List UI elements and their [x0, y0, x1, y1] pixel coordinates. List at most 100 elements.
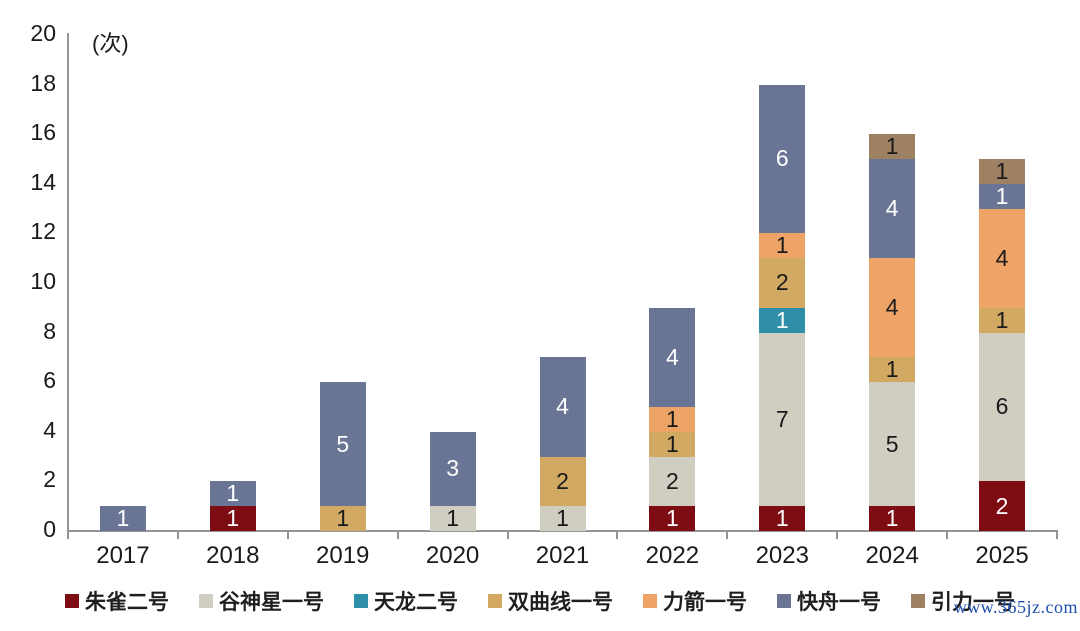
legend-item-朱雀二号: 朱雀二号: [65, 586, 169, 616]
bar-segment-value: 1: [226, 481, 240, 507]
bar-segment-力箭一号: 4: [869, 258, 916, 358]
bar-segment-value: 2: [665, 467, 679, 494]
bar-segment-朱雀二号: 1: [649, 506, 696, 531]
bar-segment-谷神星一号: 2: [649, 456, 696, 507]
bar-segment-引力一号: 1: [869, 134, 916, 159]
bar-segment-value: 1: [775, 233, 789, 259]
legend-swatch-icon: [354, 594, 368, 608]
bar-segment-力箭一号: 4: [979, 208, 1026, 308]
legend-label: 朱雀二号: [85, 591, 169, 614]
bar-segment-value: 1: [775, 307, 789, 333]
x-axis-category-label: 2023: [755, 542, 809, 569]
bar-segment-value: 1: [665, 506, 679, 531]
bar-segment-value: 1: [336, 506, 350, 531]
bar-segment-双曲线一号: 1: [869, 357, 916, 383]
x-axis-tick-mark: [286, 532, 289, 539]
bar-segment-value: 2: [775, 269, 789, 296]
bar-segment-力箭一号: 1: [759, 233, 806, 259]
bar-segment-朱雀二号: 2: [979, 481, 1026, 531]
x-axis-tick-mark: [67, 532, 69, 539]
legend-label: 谷神星一号: [219, 591, 324, 614]
bar-segment-快舟一号: 6: [759, 84, 806, 234]
legend-swatch-icon: [777, 594, 791, 608]
bar-segment-谷神星一号: 5: [869, 382, 916, 507]
bar-segment-value: 1: [446, 506, 459, 531]
legend-swatch-icon: [65, 594, 79, 608]
bar-segment-value: 4: [885, 294, 899, 321]
y-axis-tick-label: 6: [43, 367, 56, 394]
bar-segment-谷神星一号: 1: [539, 506, 586, 531]
y-axis-tick-label: 2: [43, 466, 56, 493]
y-axis-unit-label: (次): [92, 31, 129, 56]
bar-segment-双曲线一号: 2: [759, 258, 806, 308]
watermark-text: www.365jz.com: [953, 597, 1078, 617]
bar-segment-双曲线一号: 1: [979, 307, 1026, 333]
x-axis-category-label: 2022: [645, 542, 700, 569]
bar-segment-谷神星一号: 6: [979, 332, 1026, 482]
y-axis-tick-label: 14: [30, 168, 56, 195]
bar-segment-value: 1: [775, 506, 789, 531]
bar-segment-朱雀二号: 1: [869, 506, 916, 531]
bar-segment-value: 1: [885, 357, 899, 383]
legend-label: 快舟一号: [797, 591, 881, 614]
bar-segment-引力一号: 1: [979, 159, 1026, 184]
legend-swatch-icon: [488, 594, 502, 608]
bar-segment-双曲线一号: 2: [539, 456, 586, 507]
legend-item-双曲线一号: 双曲线一号: [488, 586, 613, 616]
legend-item-引力一号: 引力一号: [911, 586, 1015, 616]
bar-segment-快舟一号: 1: [979, 183, 1026, 209]
legend-swatch-icon: [643, 594, 657, 608]
legend-item-快舟一号: 快舟一号: [777, 586, 881, 616]
y-axis-tick-label: 18: [30, 69, 56, 96]
bar-segment-value: 1: [885, 134, 899, 159]
bar-segment-value: 7: [775, 405, 789, 432]
bar-segment-value: 4: [556, 393, 569, 420]
y-axis-tick-label: 10: [30, 268, 56, 294]
legend-item-天龙二号: 天龙二号: [354, 586, 458, 616]
y-axis-line: [67, 33, 69, 532]
bar-segment-快舟一号: 4: [869, 159, 916, 259]
bar-segment-双曲线一号: 1: [319, 506, 366, 531]
legend-label: 引力一号: [931, 591, 1015, 614]
x-axis-category-label: 2018: [206, 542, 260, 569]
bar-segment-value: 1: [116, 506, 130, 531]
chart-legend: 朱雀二号 谷神星一号 天龙二号 双曲线一号 力箭一号 快舟一号 引力一号: [0, 586, 1080, 616]
legend-swatch-icon: [199, 594, 213, 608]
x-axis-line: [67, 530, 1058, 532]
bar-segment-value: 1: [665, 431, 679, 457]
bar-segment-value: 1: [226, 506, 240, 531]
x-axis-category-label: 2020: [425, 542, 480, 569]
bar-segment-value: 5: [336, 430, 350, 457]
bar-segment-快舟一号: 5: [319, 382, 366, 507]
x-axis-tick-mark: [946, 532, 949, 539]
x-axis-tick-mark: [1056, 532, 1058, 539]
bar-segment-value: 5: [885, 430, 899, 457]
bar-segment-快舟一号: 4: [649, 307, 696, 407]
legend-label: 双曲线一号: [508, 591, 613, 614]
x-axis-category-label: 2021: [535, 542, 590, 569]
bar-segment-value: 2: [995, 492, 1009, 519]
bar-segment-朱雀二号: 1: [209, 506, 256, 531]
legend-item-谷神星一号: 谷神星一号: [199, 586, 324, 616]
bar-segment-双曲线一号: 1: [649, 431, 696, 457]
bar-segment-value: 3: [446, 455, 459, 482]
x-axis-tick-mark: [616, 532, 619, 539]
bar-segment-value: 6: [775, 145, 789, 172]
bar-segment-天龙二号: 1: [759, 307, 806, 333]
y-axis-tick-label: 8: [43, 317, 56, 344]
x-axis-category-label: 2019: [316, 542, 370, 569]
y-axis-tick-label: 0: [43, 516, 56, 542]
y-axis-tick-label: 16: [30, 119, 56, 146]
bar-segment-力箭一号: 1: [649, 407, 696, 432]
bar-segment-value: 4: [885, 195, 899, 222]
legend-label: 天龙二号: [374, 591, 458, 614]
bar-segment-谷神星一号: 1: [429, 506, 476, 531]
y-axis-tick-label: 12: [30, 218, 56, 245]
bar-segment-谷神星一号: 7: [759, 332, 806, 507]
bar-segment-value: 6: [995, 393, 1009, 420]
bar-segment-value: 1: [885, 506, 899, 531]
bar-segment-value: 1: [665, 407, 679, 432]
bar-segment-value: 4: [665, 343, 679, 370]
x-axis-category-label: 2024: [865, 542, 919, 569]
